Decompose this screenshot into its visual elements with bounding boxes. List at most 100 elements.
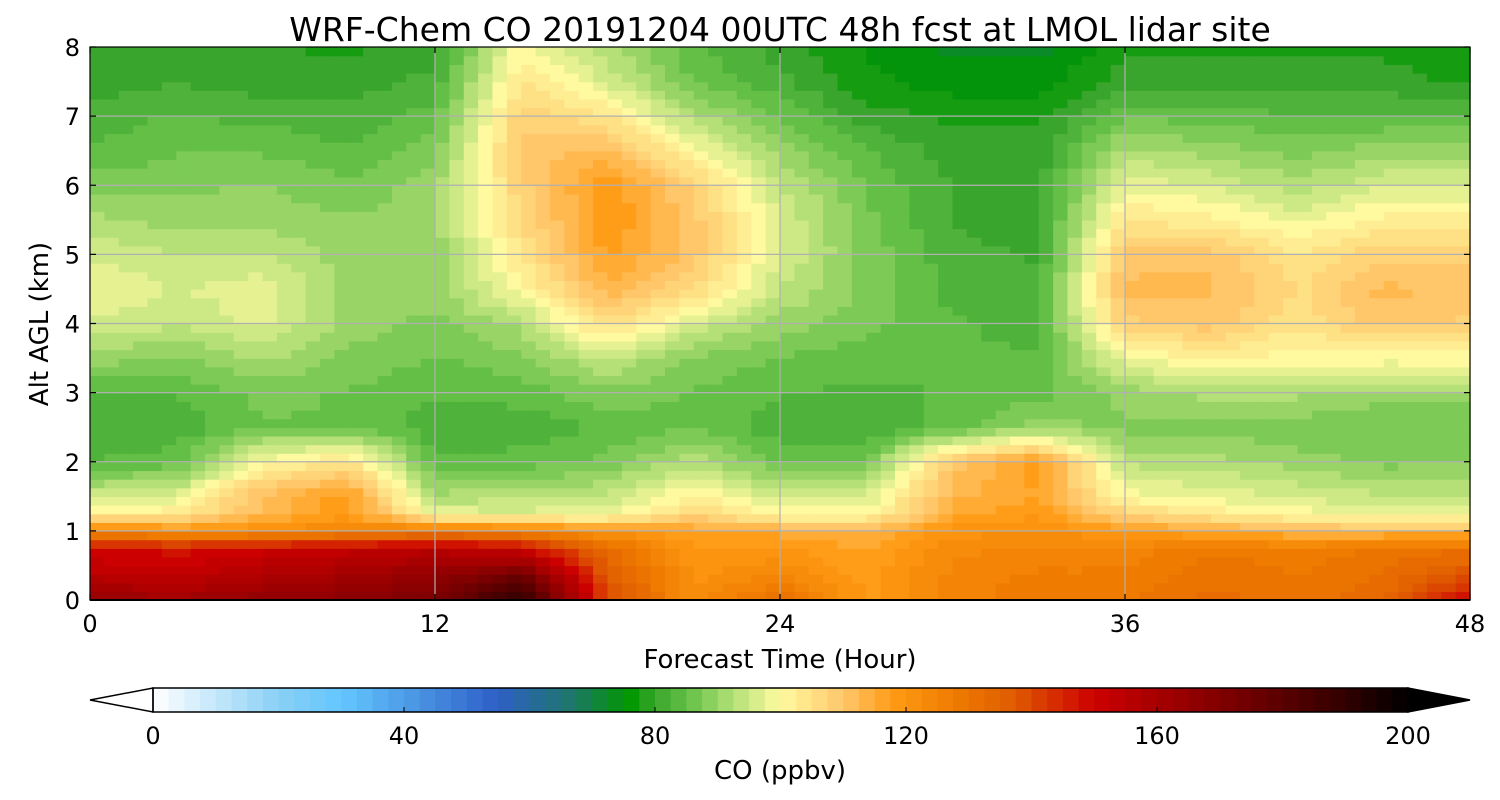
heatmap-cell [665,479,681,489]
heatmap-cell [751,306,767,316]
heatmap-cell [679,150,695,161]
heatmap-cell [550,470,566,480]
heatmap-cell [1398,176,1414,186]
heatmap-cell [837,375,853,385]
heatmap-cell [1369,530,1385,541]
heatmap-cell [305,487,321,498]
heatmap-cell [1340,392,1356,402]
heatmap-cell [320,159,336,169]
heatmap-cell [1369,444,1385,454]
heatmap-cell [794,159,810,169]
heatmap-cell [808,314,824,325]
heatmap-cell [90,323,106,333]
heatmap-cell [535,263,551,273]
heatmap-cell [837,237,853,247]
heatmap-cell [1240,591,1256,601]
heatmap-cell [966,453,982,463]
heatmap-cell [780,202,796,212]
heatmap-cell [938,461,954,472]
heatmap-cell [1383,427,1399,437]
heatmap-cell [521,202,537,212]
heatmap-cell [780,150,796,161]
heatmap-cell [1053,409,1069,420]
heatmap-cell [1297,280,1313,290]
heatmap-cell [1398,418,1414,428]
heatmap-cell [1441,513,1457,523]
heatmap-cell [722,150,738,161]
heatmap-cell [521,228,537,238]
heatmap-cell [305,479,321,489]
heatmap-cell [851,202,867,212]
heatmap-cell [161,228,177,238]
heatmap-cell [133,159,149,169]
heatmap-cell [492,228,508,238]
heatmap-cell [995,409,1011,420]
heatmap-cell [650,314,666,325]
heatmap-cell [133,548,149,558]
heatmap-cell [952,548,968,558]
heatmap-cell [1311,280,1327,290]
heatmap-cell [363,418,379,428]
heatmap-cell [780,159,796,169]
heatmap-cell [923,383,939,394]
heatmap-cell [866,548,882,558]
heatmap-cell [1441,263,1457,273]
heatmap-cell [161,401,177,411]
heatmap-cell [521,401,537,411]
heatmap-cell [765,280,781,290]
heatmap-cell [708,461,724,472]
heatmap-cell [276,513,292,523]
heatmap-cell [1182,245,1198,256]
heatmap-cell [161,565,177,575]
heatmap-cell [607,167,623,178]
heatmap-cell [909,591,925,601]
heatmap-cell [578,453,594,463]
heatmap-cell [708,530,724,541]
heatmap-cell [650,245,666,256]
heatmap-cell [118,288,134,299]
heatmap-cell [1340,340,1356,351]
heatmap-cell [363,314,379,325]
heatmap-cell [1369,591,1385,601]
heatmap-cell [406,228,422,238]
heatmap-cell [736,150,752,161]
heatmap-cell [190,392,206,402]
heatmap-cell [161,383,177,394]
heatmap-cell [550,332,566,342]
heatmap-cell [938,401,954,411]
heatmap-cell [679,539,695,549]
heatmap-cell [90,280,106,290]
heatmap-cell [880,392,896,402]
heatmap-cell [233,461,249,472]
heatmap-cell [233,401,249,411]
heatmap-cell [205,574,221,584]
heatmap-cell [1196,435,1212,446]
heatmap-cell [923,487,939,498]
heatmap-cell [435,340,451,351]
heatmap-cell [736,435,752,446]
heatmap-cell [1455,358,1471,368]
heatmap-cell [133,228,149,238]
heatmap-cell [751,314,767,325]
heatmap-cell [1125,340,1141,351]
heatmap-cell [564,582,580,593]
heatmap-cell [880,167,896,178]
heatmap-cell [348,582,364,593]
heatmap-cell [1268,453,1284,463]
heatmap-cell [506,479,522,489]
heatmap-cell [1254,504,1270,515]
heatmap-cell [679,280,695,290]
heatmap-cell [895,591,911,601]
heatmap-cell [1426,418,1442,428]
heatmap-cell [794,548,810,558]
heatmap-cell [320,358,336,368]
heatmap-cell [1225,513,1241,523]
heatmap-cell [320,522,336,532]
heatmap-cell [320,176,336,186]
heatmap-cell [564,496,580,506]
heatmap-cell [550,237,566,247]
heatmap-cell [1211,591,1227,601]
heatmap-cell [348,193,364,204]
heatmap-cell [449,461,465,472]
heatmap-cell [320,504,336,515]
